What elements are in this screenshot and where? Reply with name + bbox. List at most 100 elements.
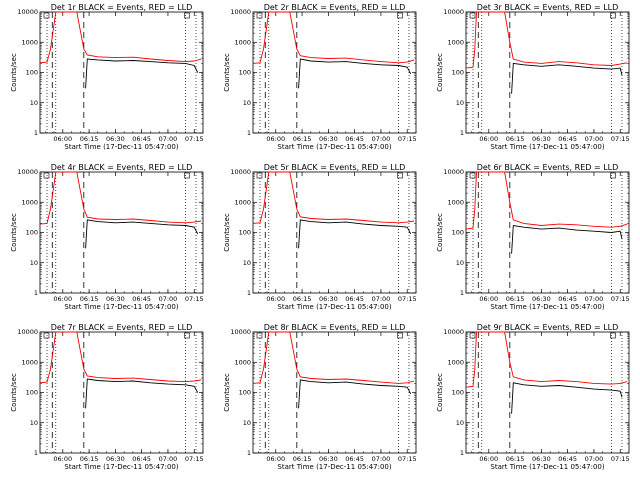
plot-frame [465, 171, 630, 294]
y-tick-label: 1 [247, 289, 251, 297]
y-tick-label: 10000 [17, 328, 38, 336]
x-tick-label: 07:00 [585, 135, 604, 143]
y-tick-label: 1 [247, 449, 251, 457]
plot-frame [252, 11, 417, 134]
x-tick-label: 06:45 [345, 295, 364, 303]
x-tick-label: 06:30 [106, 135, 125, 143]
x-tick-label: 07:00 [159, 135, 178, 143]
x-tick-label: 06:45 [558, 455, 577, 463]
x-tick-label: 07:15 [398, 295, 417, 303]
end-square-marker [610, 12, 616, 19]
start-square-marker [469, 12, 476, 19]
y-tick-label: 10 [456, 259, 464, 267]
start-square-marker [43, 332, 50, 339]
x-axis-label: Start Time (17-Dec-11 05:47:00) [277, 463, 391, 471]
y-tick-label: 100 [26, 69, 38, 77]
x-tick-label: 06:15 [80, 455, 99, 463]
x-tick-label: 06:00 [266, 455, 285, 463]
y-tick-label: 10000 [443, 8, 464, 16]
x-tick-label: 07:15 [185, 295, 204, 303]
chart-title: Det 9r BLACK = Events, RED = LLD [477, 323, 619, 332]
y-axis-label: Counts/sec [436, 213, 444, 252]
series-line-lld [252, 331, 415, 384]
chart-svg-1: Det 1r BLACK = Events, RED = LLD 1 10 100 10… [10, 3, 204, 151]
series-line-events [85, 219, 199, 249]
chart-title: Det 5r BLACK = Events, RED = LLD [264, 163, 406, 172]
chart-title: Det 4r BLACK = Events, RED = LLD [51, 163, 193, 172]
end-square-marker [610, 172, 616, 179]
end-square-marker [184, 12, 190, 19]
x-tick-label: 06:45 [132, 295, 151, 303]
x-tick-label: 06:15 [293, 295, 312, 303]
plot-frame [465, 11, 630, 134]
x-tick-label: 07:15 [398, 455, 417, 463]
y-tick-label: 1 [34, 129, 38, 137]
x-tick-label: 06:00 [479, 295, 498, 303]
x-tick-label: 07:15 [398, 135, 417, 143]
series-line-events [511, 224, 623, 254]
x-tick-label: 06:00 [53, 455, 72, 463]
y-tick-label: 1000 [447, 38, 464, 46]
start-square-marker [43, 172, 50, 179]
end-square-marker [610, 332, 616, 339]
y-axis-label: Counts/sec [10, 53, 18, 92]
y-axis-label: Counts/sec [10, 373, 18, 412]
plot-frame [39, 331, 204, 454]
y-tick-label: 10 [30, 99, 38, 107]
x-tick-label: 06:15 [506, 295, 525, 303]
y-tick-label: 1000 [447, 358, 464, 366]
plot-frame [252, 331, 417, 454]
x-tick-label: 06:15 [80, 295, 99, 303]
x-tick-label: 06:00 [266, 295, 285, 303]
x-tick-label: 06:00 [479, 455, 498, 463]
detector-panel-2: Det 2r BLACK = Events, RED = LLD 1 10 100 10… [213, 0, 426, 160]
series-line-events [298, 58, 412, 89]
y-tick-label: 10000 [230, 8, 251, 16]
y-tick-label: 1000 [234, 38, 251, 46]
chart-svg-6: Det 6r BLACK = Events, RED = LLD 1 10 100 10… [436, 163, 630, 311]
series-line-lld [39, 11, 202, 64]
chart-svg-3: Det 3r BLACK = Events, RED = LLD 1 10 100 10… [436, 3, 630, 151]
detector-panel-7: Det 7r BLACK = Events, RED = LLD 1 10 100 10… [0, 320, 213, 480]
x-tick-label: 06:30 [532, 135, 551, 143]
start-square-marker [256, 172, 263, 179]
plot-frame [39, 11, 204, 134]
y-tick-label: 1000 [447, 198, 464, 206]
y-tick-label: 1 [460, 129, 464, 137]
detector-panel-5: Det 5r BLACK = Events, RED = LLD 1 10 100 10… [213, 160, 426, 320]
x-tick-label: 06:30 [106, 295, 125, 303]
end-square-marker [397, 332, 403, 339]
chart-title: Det 6r BLACK = Events, RED = LLD [477, 163, 619, 172]
chart-title: Det 7r BLACK = Events, RED = LLD [51, 323, 193, 332]
x-tick-label: 07:15 [611, 135, 630, 143]
y-tick-label: 100 [26, 389, 38, 397]
x-axis-label: Start Time (17-Dec-11 05:47:00) [64, 463, 178, 471]
x-tick-label: 06:00 [53, 135, 72, 143]
y-tick-label: 1 [247, 129, 251, 137]
series-line-lld [252, 11, 415, 64]
series-line-lld [465, 171, 628, 230]
y-tick-label: 1 [34, 289, 38, 297]
detector-panel-9: Det 9r BLACK = Events, RED = LLD 1 10 100 10… [426, 320, 639, 480]
series-line-events [511, 62, 623, 94]
y-tick-label: 100 [239, 69, 251, 77]
plot-frame [465, 331, 630, 454]
series-line-lld [39, 171, 202, 225]
x-tick-label: 07:00 [372, 455, 391, 463]
y-axis-label: Counts/sec [223, 373, 231, 412]
y-tick-label: 10 [243, 419, 251, 427]
x-tick-label: 06:30 [319, 455, 338, 463]
y-tick-label: 10 [30, 259, 38, 267]
series-line-lld [465, 11, 628, 69]
detector-panel-8: Det 8r BLACK = Events, RED = LLD 1 10 100 10… [213, 320, 426, 480]
plot-frame [39, 171, 204, 294]
end-square-marker [184, 332, 190, 339]
y-tick-label: 1000 [21, 38, 38, 46]
chart-svg-2: Det 2r BLACK = Events, RED = LLD 1 10 100 10… [223, 3, 417, 151]
x-axis-label: Start Time (17-Dec-11 05:47:00) [64, 143, 178, 151]
chart-title: Det 8r BLACK = Events, RED = LLD [264, 323, 406, 332]
series-line-lld [465, 331, 628, 388]
x-tick-label: 06:15 [506, 135, 525, 143]
x-tick-label: 06:45 [345, 455, 364, 463]
x-tick-label: 07:00 [585, 295, 604, 303]
